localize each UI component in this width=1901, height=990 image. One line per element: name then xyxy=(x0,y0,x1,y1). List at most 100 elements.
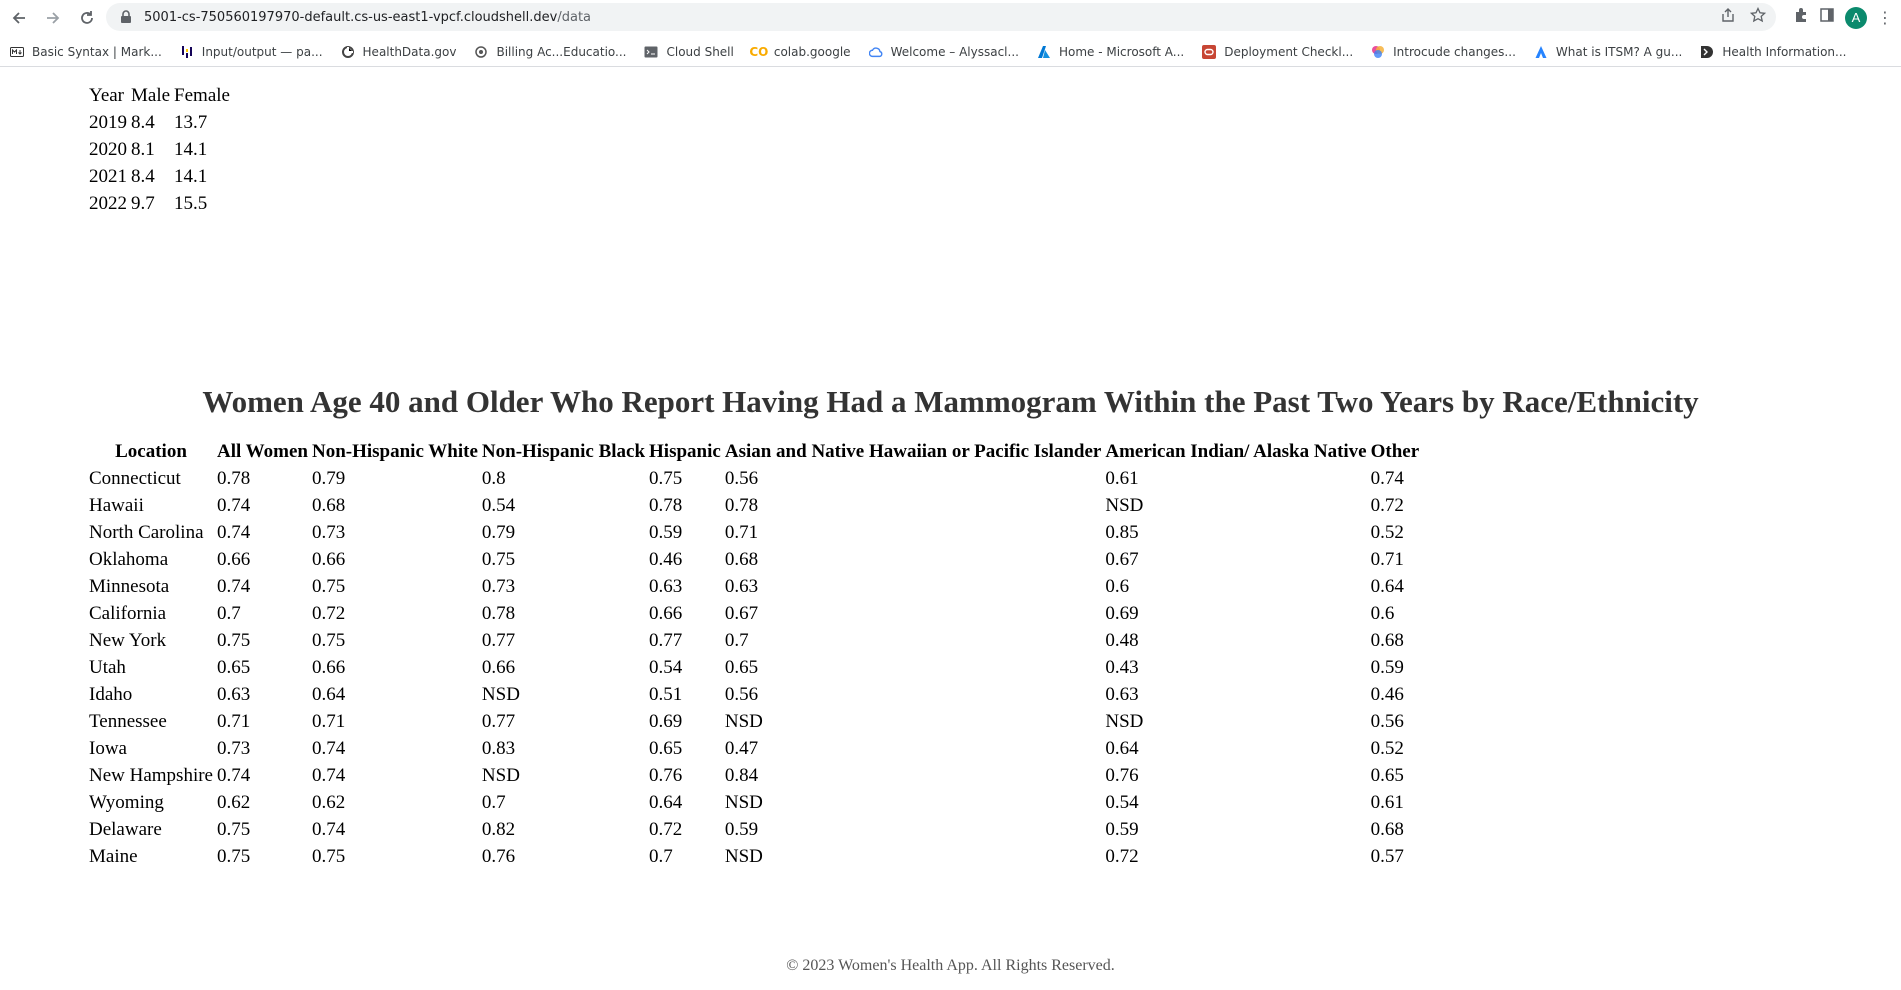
table-cell: 0.66 xyxy=(649,602,683,624)
bookmark-label: Cloud Shell xyxy=(666,44,734,59)
back-button[interactable] xyxy=(2,3,36,33)
arrow-right-icon xyxy=(47,11,60,24)
table-row: 2020 8.1 14.1 xyxy=(88,137,231,162)
table-cell: 0.66 xyxy=(311,656,346,678)
table-cell: 0.65 xyxy=(649,737,683,759)
table-cell: 0.46 xyxy=(1370,683,1404,705)
lock-icon xyxy=(120,10,134,24)
column-header: Year xyxy=(89,85,125,106)
bookmark-item[interactable]: HealthData.gov xyxy=(341,44,457,59)
bookmark-item[interactable]: Home - Microsoft A... xyxy=(1037,45,1184,59)
url-text: 5001-cs-750560197970-default.cs-us-east1… xyxy=(144,10,591,25)
table-cell: 14.1 xyxy=(174,165,208,187)
table-cell: 0.56 xyxy=(1370,710,1404,732)
reload-icon xyxy=(81,10,93,24)
table-row: 2021 8.4 14.1 xyxy=(88,164,231,189)
table-cell: 0.78 xyxy=(724,494,759,516)
row-label-cell: 2020 xyxy=(89,138,127,160)
table-cell: 8.1 xyxy=(131,138,155,160)
bookmark-label: Welcome – Alyssacl... xyxy=(890,44,1019,59)
row-label-cell: New Hampshire xyxy=(89,764,213,786)
table-cell: 0.66 xyxy=(311,548,346,570)
table-row: Connecticut 0.78 0.79 0.8 0.75 0.56 0.61 0.74 xyxy=(88,466,1420,491)
bookmark-label: colab.google xyxy=(773,44,851,59)
table-cell: 0.68 xyxy=(1370,629,1404,651)
table-cell: 14.1 xyxy=(174,138,208,160)
table-cell: NSD xyxy=(724,791,763,813)
side-panel-icon[interactable] xyxy=(1819,7,1835,28)
menu-kebab-icon[interactable]: ⋮ xyxy=(1877,9,1893,27)
table-cell: 0.73 xyxy=(217,737,251,759)
table-cell: 0.51 xyxy=(649,683,683,705)
table-cell: 0.75 xyxy=(311,629,346,651)
table-cell: 8.4 xyxy=(131,111,155,133)
url-path: /data xyxy=(557,9,592,25)
markdown-icon xyxy=(10,45,24,59)
table-cell: 0.52 xyxy=(1370,521,1404,543)
row-label-cell: North Carolina xyxy=(89,521,204,543)
bookmark-item[interactable]: Welcome – Alyssacl... xyxy=(868,44,1019,59)
bookmark-item[interactable]: Cloud Shell xyxy=(644,44,734,59)
table-row: Idaho 0.63 0.64 NSD 0.51 0.56 0.63 0.46 xyxy=(88,682,1420,707)
address-bar[interactable]: 5001-cs-750560197970-default.cs-us-east1… xyxy=(106,3,1776,31)
table-cell: 0.61 xyxy=(1105,467,1139,489)
mammogram-table-body: Connecticut 0.78 0.79 0.8 0.75 0.56 0.61 0.74 Ha… xyxy=(88,466,1420,869)
table-cell: 0.65 xyxy=(1370,764,1404,786)
arrow-left-icon xyxy=(12,11,25,24)
table-cell: 0.74 xyxy=(217,494,251,516)
table-cell: 0.61 xyxy=(1370,791,1404,813)
browser-toolbar: 5001-cs-750560197970-default.cs-us-east1… xyxy=(0,0,1901,35)
table-row: 2022 9.7 15.5 xyxy=(88,191,231,216)
bookmark-item[interactable]: CO colab.google xyxy=(749,44,851,59)
table-row: Maine 0.75 0.75 0.76 0.7 NSD 0.72 0.57 xyxy=(88,844,1420,869)
table-cell: 0.59 xyxy=(1105,818,1139,840)
table-cell: 0.67 xyxy=(1105,548,1139,570)
bookmark-item[interactable]: Basic Syntax | Mark... xyxy=(10,45,162,59)
bookmark-label: HealthData.gov xyxy=(362,44,457,59)
bookmark-star-icon[interactable] xyxy=(1749,6,1767,28)
table-cell: 0.74 xyxy=(217,521,251,543)
profile-avatar[interactable]: A xyxy=(1845,6,1867,29)
bookmark-item[interactable]: What is ITSM? A gu... xyxy=(1534,45,1682,59)
row-label-cell: 2021 xyxy=(89,165,127,187)
table-cell: 0.64 xyxy=(1370,575,1404,597)
table-row: Tennessee 0.71 0.71 0.77 0.69 NSD NSD 0.56 xyxy=(88,709,1420,734)
column-header: American Indian/ Alaska Native xyxy=(1105,441,1367,462)
bookmark-item[interactable]: Introcude changes... xyxy=(1371,45,1516,59)
atlassian-icon xyxy=(1534,45,1548,59)
table-cell: 0.78 xyxy=(481,602,516,624)
bookmark-label: Introcude changes... xyxy=(1393,44,1516,59)
table-cell: 0.43 xyxy=(1105,656,1139,678)
page-content: Year Male Female 2019 8.4 13.7 2020 8.1 14.1 2… xyxy=(0,68,1901,990)
table-cell: 0.48 xyxy=(1105,629,1139,651)
column-header: Asian and Native Hawaiian or Pacific Isl… xyxy=(724,441,1102,462)
row-label-cell: California xyxy=(89,602,167,624)
table-cell: 0.46 xyxy=(649,548,683,570)
bookmark-item[interactable]: Input/output — pa... xyxy=(180,45,323,59)
bookmark-item[interactable]: Health Information... xyxy=(1700,45,1846,59)
share-icon[interactable] xyxy=(1720,7,1736,28)
table-cell: 0.47 xyxy=(724,737,759,759)
table-cell: 0.6 xyxy=(1370,602,1395,624)
table-cell: 0.75 xyxy=(217,845,251,867)
table-cell: NSD xyxy=(724,710,763,732)
table-row: Iowa 0.73 0.74 0.83 0.65 0.47 0.64 0.52 xyxy=(88,736,1420,761)
table-cell: 0.72 xyxy=(649,818,683,840)
table-cell: 0.59 xyxy=(649,521,683,543)
bookmark-item[interactable]: Deployment Checkl... xyxy=(1202,44,1353,59)
table-cell: 0.68 xyxy=(1370,818,1404,840)
forward-button[interactable] xyxy=(36,3,70,33)
extensions-icon[interactable] xyxy=(1793,7,1809,28)
row-label-cell: Utah xyxy=(89,656,126,678)
table-cell: 0.68 xyxy=(311,494,346,516)
google-cloud-icon xyxy=(868,45,883,59)
reload-button[interactable] xyxy=(70,3,104,33)
bookmark-label: Billing Ac...Educatio... xyxy=(496,44,627,59)
table-cell: 0.63 xyxy=(217,683,251,705)
table-cell: 0.67 xyxy=(724,602,759,624)
table-cell: 0.66 xyxy=(217,548,251,570)
bookmark-item[interactable]: Billing Ac...Educatio... xyxy=(474,45,626,59)
column-header: Male xyxy=(131,85,171,106)
column-header: Hispanic xyxy=(649,441,721,462)
table-cell: 0.72 xyxy=(311,602,346,624)
